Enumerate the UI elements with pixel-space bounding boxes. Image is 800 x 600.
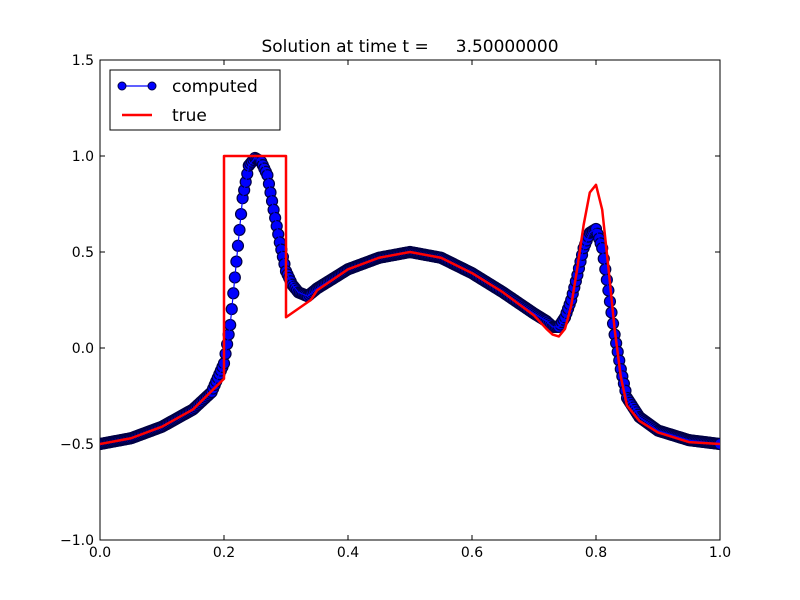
legend-marker — [147, 81, 157, 91]
legend-box — [109, 69, 281, 131]
chart-title: Solution at time t = 3.50000000 — [261, 37, 558, 57]
legend: computed true — [109, 69, 281, 131]
axis-ticks: 0.0 0.2 0.4 0.6 0.8 1.0 −1.0 −0.5 0.0 0.5 1.0 1.5 — [60, 53, 731, 561]
series-true — [100, 154, 720, 446]
x-tick-label: 1.0 — [709, 545, 731, 561]
y-tick-label: 1.5 — [72, 53, 94, 69]
legend-label: computed — [172, 77, 258, 97]
x-tick-label: 0.0 — [89, 545, 111, 561]
y-tick-label: 0.5 — [72, 245, 94, 261]
plot-area — [99, 59, 721, 541]
x-tick-label: 0.2 — [213, 545, 235, 561]
x-tick-label: 0.4 — [337, 545, 359, 561]
y-tick-label: 0.0 — [72, 341, 94, 357]
series-line-true — [100, 154, 720, 446]
x-tick-label: 0.8 — [585, 545, 607, 561]
legend-marker — [117, 81, 127, 91]
legend-entry-true: true — [122, 106, 207, 126]
legend-entry-computed: computed — [117, 77, 258, 97]
y-tick-label: −1.0 — [60, 533, 94, 549]
legend-label: true — [172, 106, 207, 126]
y-tick-label: 1.0 — [72, 149, 94, 165]
x-tick-label: 0.6 — [461, 545, 483, 561]
y-tick-label: −0.5 — [60, 437, 94, 453]
series-layer — [100, 151, 720, 451]
